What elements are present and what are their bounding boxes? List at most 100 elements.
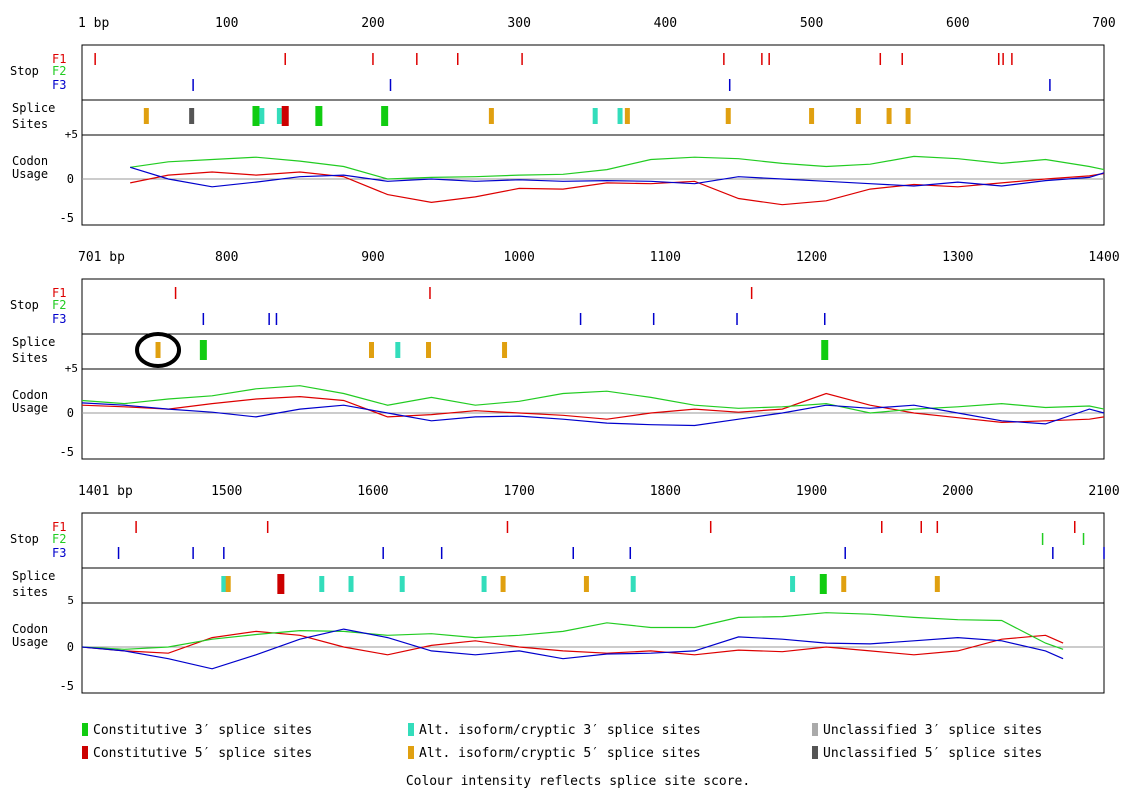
y-tick-minus5: -5 — [60, 445, 74, 459]
f2-label: F2 — [52, 64, 66, 78]
splice-scale-label: 5 — [67, 594, 74, 607]
codon-usage-line-f2 — [81, 612, 1064, 650]
legend-swatch-alt-3 — [408, 723, 414, 736]
codon-usage-line-f1 — [130, 171, 1105, 206]
splice-site-alt-5 — [368, 342, 374, 358]
splice-site-alt-5 — [841, 576, 847, 592]
legend-label: Alt. isoform/cryptic 5′ splice sites — [419, 746, 701, 761]
codon-label: Codon — [12, 154, 48, 168]
splice-site-constitutive-3 — [315, 106, 323, 126]
usage-label: Usage — [12, 401, 48, 415]
f1-label: F1 — [52, 520, 66, 534]
legend-swatch-constitutive-5 — [82, 746, 88, 759]
highlight-circle — [135, 332, 182, 368]
legend-swatch-constitutive-3 — [82, 723, 88, 736]
splice-site-alt-5 — [725, 108, 731, 124]
y-tick-minus5: -5 — [60, 211, 74, 225]
tick-label: 500 — [800, 16, 823, 31]
usage-label: Usage — [12, 635, 48, 649]
tick-label: 200 — [361, 16, 384, 31]
codon-usage-line-f2 — [130, 155, 1105, 180]
splice-site-alt-5 — [502, 342, 508, 358]
f3-label: F3 — [52, 78, 66, 92]
stop-label: Stop — [10, 64, 39, 78]
splice-site-alt-3 — [399, 576, 405, 592]
splice-label: Splice — [12, 569, 55, 583]
splice-site-alt-5 — [143, 108, 149, 124]
splice-site-constitutive-3 — [819, 574, 827, 594]
codon-usage-line-f3 — [130, 166, 1105, 188]
legend-swatch-unclassified-5 — [812, 746, 818, 759]
splice-site-constitutive-3 — [821, 340, 829, 360]
codon-usage-line-f3 — [81, 402, 1105, 427]
tick-label: 1300 — [942, 250, 973, 265]
splice-site-constitutive-5 — [281, 106, 289, 126]
f2-label: F2 — [52, 532, 66, 546]
stop-label: Stop — [10, 298, 39, 312]
splice-site-constitutive-3 — [252, 106, 260, 126]
legend-label: Alt. isoform/cryptic 3′ splice sites — [419, 723, 701, 738]
splice-label: Splice — [12, 335, 55, 349]
codon-label: Codon — [12, 622, 48, 636]
tick-label: 100 — [215, 16, 238, 31]
y-tick-zero: 0 — [67, 640, 74, 654]
splice-site-alt-5 — [225, 576, 231, 592]
splice-site-alt-5 — [905, 108, 911, 124]
codon-usage-line-f1 — [81, 392, 1105, 424]
tick-label: 1200 — [796, 250, 827, 265]
tick-label: 1000 — [504, 250, 535, 265]
tick-label: 300 — [507, 16, 530, 31]
legend: Constitutive 3′ splice sites Constitutive… — [82, 723, 1042, 789]
tick-label: 800 — [215, 250, 238, 265]
splice-site-alt-5 — [886, 108, 892, 124]
y-tick-minus5: -5 — [60, 679, 74, 693]
splice-site-alt-3 — [276, 108, 282, 124]
sites-label: Sites — [12, 351, 48, 365]
codon-usage-line-f3 — [81, 628, 1064, 670]
splice-site-alt-3 — [319, 576, 325, 592]
splice-site-alt-5 — [155, 342, 161, 358]
legend-swatch-unclassified-3 — [812, 723, 818, 736]
f1-label: F1 — [52, 286, 66, 300]
splice-site-alt-5 — [426, 342, 432, 358]
tick-label: 2000 — [942, 484, 973, 499]
splice-site-constitutive-3 — [381, 106, 389, 126]
tick-label: 1500 — [211, 484, 242, 499]
codon-label: Codon — [12, 388, 48, 402]
tick-label: 1400 — [1088, 250, 1119, 265]
y-tick-zero: 0 — [67, 172, 74, 186]
splice-site-constitutive-3 — [199, 340, 207, 360]
splice-site-alt-5 — [624, 108, 630, 124]
splice-site-alt-3 — [395, 342, 401, 358]
sites-label: Sites — [12, 117, 48, 131]
splice-site-alt-5 — [934, 576, 940, 592]
stop-label: Stop — [10, 532, 39, 546]
tick-label: 1100 — [650, 250, 681, 265]
panel-3: 1401 bp 1500 1600 1700 1800 1900 2000 2100 F1F2F… — [10, 484, 1120, 694]
splice-site-alt-3 — [630, 576, 636, 592]
sites-label: sites — [12, 585, 48, 599]
f3-label: F3 — [52, 546, 66, 560]
tick-label: 1800 — [650, 484, 681, 499]
splice-site-constitutive-5 — [277, 574, 285, 594]
splice-site-alt-3 — [592, 108, 598, 124]
legend-label: Unclassified 3′ splice sites — [823, 723, 1042, 738]
legend-label: Unclassified 5′ splice sites — [823, 746, 1042, 761]
splice-site-unclassified-5 — [189, 108, 195, 124]
start-label: 1 bp — [78, 16, 109, 31]
splice-site-alt-5 — [500, 576, 506, 592]
splice-site-alt-5 — [809, 108, 815, 124]
splice-site-alt-3 — [259, 108, 265, 124]
splice-site-alt-5 — [583, 576, 589, 592]
legend-swatch-alt-5 — [408, 746, 414, 759]
codon-usage-line-f1 — [81, 630, 1064, 656]
splice-scale-label: +5 — [65, 128, 78, 141]
splice-site-alt-5 — [488, 108, 494, 124]
start-label: 701 bp — [78, 250, 125, 265]
f3-label: F3 — [52, 312, 66, 326]
tick-label: 700 — [1092, 16, 1115, 31]
